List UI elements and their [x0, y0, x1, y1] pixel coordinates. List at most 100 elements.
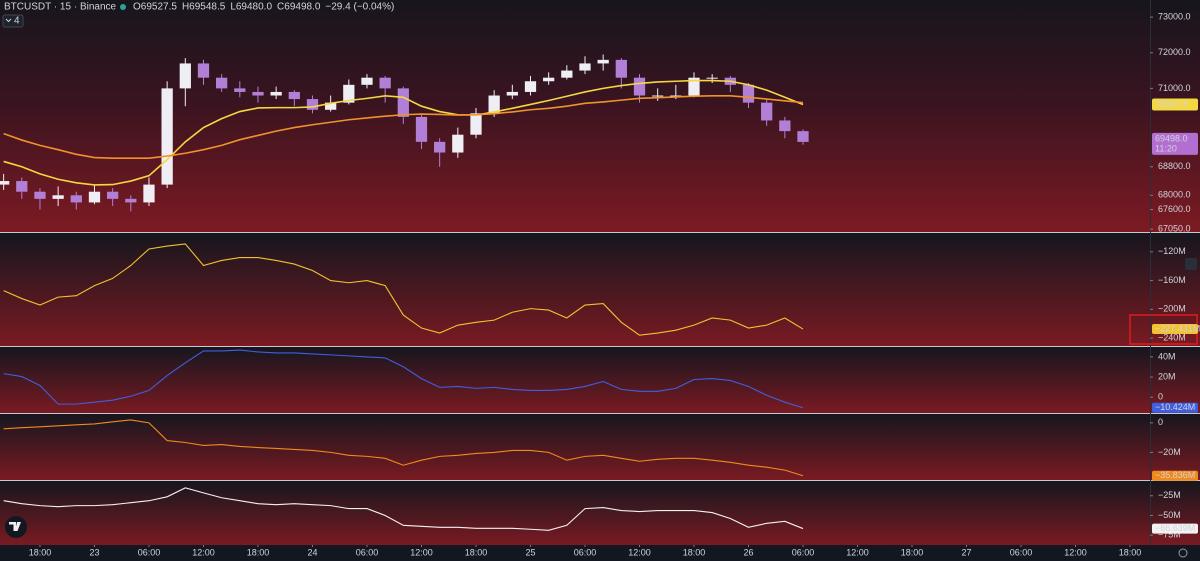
candle-body: [161, 88, 173, 185]
y-tick-label: 72000.0: [1158, 47, 1191, 57]
ohlc-value: −29.4 (−0.04%): [325, 2, 394, 13]
candle-body: [34, 191, 46, 199]
candle-body: [415, 116, 428, 142]
price-tag-label: −10.424M: [1155, 402, 1195, 412]
x-tick-label: 23: [89, 547, 99, 557]
y-tick-label: −240M: [1158, 332, 1186, 342]
ohlc-value: O69527.5: [133, 2, 177, 13]
x-tick-label: 18:00: [683, 547, 706, 557]
settings-icon[interactable]: [1178, 548, 1188, 558]
candle-body: [597, 59, 609, 64]
y-tick-label: −75M: [1158, 530, 1181, 540]
symbol-title[interactable]: BTCUSDT · 15 · Binance: [4, 2, 117, 13]
candle-body: [252, 91, 264, 96]
x-tick-label: 18:00: [901, 547, 924, 557]
candle-body: [633, 77, 646, 96]
candle-body: [16, 181, 28, 192]
y-tick-label: 68800.0: [1158, 161, 1191, 171]
price-tag-label: −35.836M: [1155, 470, 1195, 480]
indicator-toggle[interactable]: [2, 14, 24, 28]
candle-body: [797, 131, 809, 142]
candle-body: [506, 91, 518, 96]
logo-mark: [9, 522, 21, 531]
x-tick-label: 18:00: [465, 547, 488, 557]
y-tick-label: 67050.0: [1158, 224, 1191, 234]
ohlc-value: H69548.5: [182, 2, 226, 13]
candle-body: [688, 77, 700, 96]
x-tick-label: 26: [743, 547, 753, 557]
candle-body: [343, 84, 355, 103]
candle-body: [579, 63, 591, 71]
x-tick-label: 12:00: [410, 547, 433, 557]
price-tag: [1152, 402, 1198, 413]
y-tick-label: 68000.0: [1158, 190, 1191, 200]
x-tick-label: 18:00: [1119, 547, 1142, 557]
candle-body: [779, 120, 791, 132]
y-tick-label: 67600.0: [1158, 204, 1191, 214]
indicator-line: [3, 419, 804, 477]
candle-body: [379, 77, 391, 89]
candle-body: [125, 198, 137, 203]
y-tick-label: 0: [1158, 392, 1163, 402]
indicator-line: [3, 349, 804, 409]
y-tick-label: −20M: [1158, 447, 1181, 457]
x-tick-label: 24: [307, 547, 317, 557]
indicator-count: 4: [14, 16, 20, 27]
price-tag: [1152, 324, 1198, 335]
ohlc-value: L69480.0: [230, 2, 272, 13]
x-tick-label: 18:00: [247, 547, 270, 557]
candle-body: [143, 184, 155, 203]
x-tick-label: 06:00: [138, 547, 161, 557]
y-tick-label: 0: [1158, 417, 1163, 427]
last-price-label: 69498.0: [1155, 133, 1188, 143]
panel-bg: [0, 0, 1200, 232]
candle-body: [306, 99, 319, 110]
price-tag: [1152, 470, 1198, 481]
y-tick-label: 20M: [1158, 371, 1176, 381]
time-axis-bg: [0, 545, 1200, 561]
panel-bg: [0, 347, 1200, 413]
candle-body: [107, 191, 119, 199]
price-tag: [1152, 523, 1198, 534]
indicator-line: [3, 243, 804, 336]
ohlc-value: C69498.0: [277, 2, 321, 13]
candle-body: [488, 95, 500, 114]
y-tick-label: 71000.0: [1158, 83, 1191, 93]
x-tick-label: 27: [962, 547, 972, 557]
candle-body: [197, 63, 210, 78]
candle-body: [361, 77, 373, 85]
candle-body: [88, 191, 101, 203]
candle-body: [288, 91, 300, 100]
candle-body: [0, 181, 10, 185]
x-tick-label: 12:00: [1064, 547, 1087, 557]
collapse-button[interactable]: [1185, 258, 1197, 270]
x-tick-label: 06:00: [356, 547, 379, 557]
x-tick-label: 12:00: [846, 547, 869, 557]
market-status-dot[interactable]: [120, 4, 126, 10]
indicator-line: [3, 487, 804, 531]
chevron-icon: [5, 18, 12, 23]
candle-body: [234, 88, 246, 92]
y-tick-label: −50M: [1158, 510, 1181, 520]
candle-body: [524, 81, 537, 92]
panel-bg: [0, 233, 1200, 346]
y-tick-label: −25M: [1158, 490, 1181, 500]
candle-body: [397, 88, 409, 117]
candle-body: [761, 102, 773, 121]
candle-body: [325, 102, 337, 110]
candle-body: [434, 141, 446, 153]
x-tick-label: 18:00: [29, 547, 52, 557]
candle-body: [270, 91, 282, 96]
x-tick-label: 25: [525, 547, 535, 557]
x-tick-label: 06:00: [574, 547, 597, 557]
candle-body: [452, 134, 464, 153]
y-tick-label: 40M: [1158, 351, 1176, 361]
candle-body: [742, 84, 755, 103]
candle-body: [216, 77, 228, 89]
candle-body: [670, 95, 682, 97]
x-tick-label: 12:00: [628, 547, 651, 557]
